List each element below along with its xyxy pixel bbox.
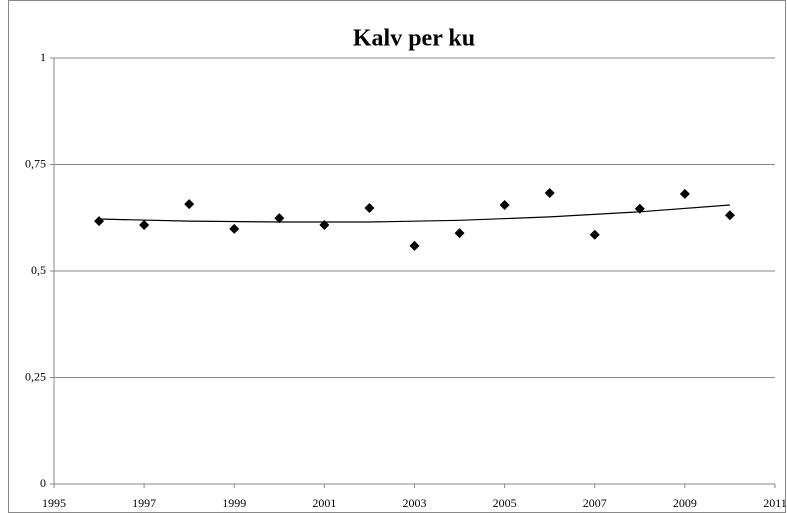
point bbox=[229, 223, 240, 234]
chart-frame bbox=[8, 0, 786, 513]
point bbox=[319, 219, 330, 230]
y-tick-label: 1 bbox=[40, 50, 46, 64]
point bbox=[184, 199, 195, 210]
x-tick-label: 2011 bbox=[763, 496, 787, 510]
point bbox=[679, 188, 690, 199]
x-tick-label: 2007 bbox=[583, 496, 607, 510]
chart-title: Kalv per ku bbox=[353, 26, 475, 52]
point bbox=[364, 202, 375, 213]
x-tick-label: 2005 bbox=[493, 496, 517, 510]
point bbox=[139, 219, 150, 230]
point bbox=[499, 199, 510, 210]
trendline bbox=[99, 204, 730, 223]
y-tick-label: 0,5 bbox=[31, 263, 46, 277]
x-tick-label: 2001 bbox=[312, 496, 336, 510]
point bbox=[94, 216, 105, 227]
point bbox=[634, 203, 645, 214]
x-tick-label: 1995 bbox=[42, 496, 66, 510]
x-tick-label: 1997 bbox=[132, 496, 156, 510]
point bbox=[724, 210, 735, 221]
point bbox=[589, 229, 600, 240]
point bbox=[454, 228, 465, 239]
point bbox=[409, 240, 420, 251]
point bbox=[274, 213, 285, 224]
y-tick-label: 0,25 bbox=[25, 369, 46, 383]
x-tick-label: 1999 bbox=[222, 496, 246, 510]
point bbox=[544, 188, 555, 199]
y-tick-label: 0 bbox=[40, 476, 46, 490]
x-tick-label: 2003 bbox=[403, 496, 427, 510]
x-tick-label: 2009 bbox=[673, 496, 697, 510]
y-tick-label: 0,75 bbox=[25, 156, 46, 170]
